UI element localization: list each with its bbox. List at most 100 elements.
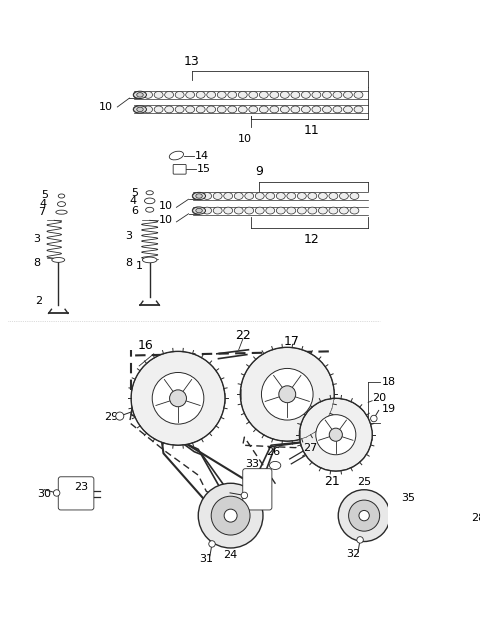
Ellipse shape [207,92,216,98]
FancyBboxPatch shape [173,165,186,174]
Text: 8: 8 [33,258,40,268]
Ellipse shape [203,193,212,199]
Ellipse shape [186,92,194,98]
Ellipse shape [154,106,163,113]
Ellipse shape [298,207,306,214]
Ellipse shape [291,92,300,98]
Ellipse shape [291,106,300,113]
Ellipse shape [224,207,233,214]
Ellipse shape [269,461,281,469]
Text: 32: 32 [347,549,360,559]
Ellipse shape [217,106,226,113]
Ellipse shape [344,106,352,113]
Ellipse shape [245,207,254,214]
Ellipse shape [329,193,338,199]
Circle shape [359,511,369,521]
Ellipse shape [203,207,212,214]
Ellipse shape [196,209,202,213]
Circle shape [241,492,248,499]
Text: 31: 31 [199,553,213,564]
Ellipse shape [133,92,142,98]
Ellipse shape [144,92,153,98]
Ellipse shape [301,106,311,113]
Ellipse shape [192,193,201,199]
Ellipse shape [276,193,285,199]
Circle shape [295,394,376,475]
Text: 3: 3 [125,232,132,241]
Ellipse shape [249,92,258,98]
Ellipse shape [154,92,163,98]
Ellipse shape [146,191,153,195]
Polygon shape [441,506,469,534]
Ellipse shape [308,193,317,199]
Ellipse shape [287,193,296,199]
Ellipse shape [287,207,296,214]
Ellipse shape [308,207,317,214]
Ellipse shape [186,106,194,113]
Text: 5: 5 [132,188,138,197]
Ellipse shape [323,106,331,113]
Ellipse shape [354,92,363,98]
Text: 10: 10 [158,201,172,210]
Text: 13: 13 [184,55,200,68]
Text: 3: 3 [34,234,40,244]
Text: 16: 16 [138,339,154,352]
Text: 8: 8 [125,258,132,268]
Text: 17: 17 [283,335,299,348]
Ellipse shape [312,92,321,98]
Text: 35: 35 [402,493,416,503]
Text: 26: 26 [266,446,281,457]
Circle shape [279,386,296,403]
Ellipse shape [323,92,331,98]
Text: 30: 30 [37,489,51,499]
Text: 15: 15 [197,164,211,175]
Ellipse shape [339,193,348,199]
Ellipse shape [144,198,155,204]
Ellipse shape [276,207,285,214]
Text: 23: 23 [74,482,88,491]
Circle shape [357,537,363,543]
Ellipse shape [192,207,205,214]
Ellipse shape [133,106,146,113]
Ellipse shape [298,193,306,199]
Ellipse shape [280,106,289,113]
Circle shape [116,412,124,420]
Text: 7: 7 [38,207,45,217]
Circle shape [371,415,377,422]
Ellipse shape [165,92,174,98]
Text: 4: 4 [130,196,137,206]
Text: 34: 34 [230,503,244,514]
Ellipse shape [196,106,205,113]
Ellipse shape [137,93,143,97]
FancyBboxPatch shape [58,477,94,510]
Ellipse shape [175,92,184,98]
Circle shape [209,541,215,547]
Text: 24: 24 [224,550,238,560]
Text: 6: 6 [132,206,138,215]
Ellipse shape [207,106,216,113]
Text: 20: 20 [372,393,386,404]
Ellipse shape [228,92,237,98]
Text: 27: 27 [303,443,318,452]
Ellipse shape [238,92,247,98]
Text: 12: 12 [304,233,319,246]
Circle shape [316,415,356,455]
Ellipse shape [58,194,65,198]
Circle shape [131,352,225,445]
Ellipse shape [312,106,321,113]
Text: 28: 28 [471,513,480,523]
Text: 2: 2 [35,297,42,306]
Ellipse shape [192,207,201,214]
Ellipse shape [249,106,258,113]
Ellipse shape [301,92,311,98]
Ellipse shape [137,107,143,111]
Circle shape [338,490,390,542]
Ellipse shape [270,106,279,113]
Circle shape [300,398,372,471]
Ellipse shape [354,106,363,113]
Text: 33: 33 [245,459,260,469]
Ellipse shape [52,258,65,262]
Ellipse shape [245,193,254,199]
Ellipse shape [143,257,157,262]
Ellipse shape [333,92,342,98]
